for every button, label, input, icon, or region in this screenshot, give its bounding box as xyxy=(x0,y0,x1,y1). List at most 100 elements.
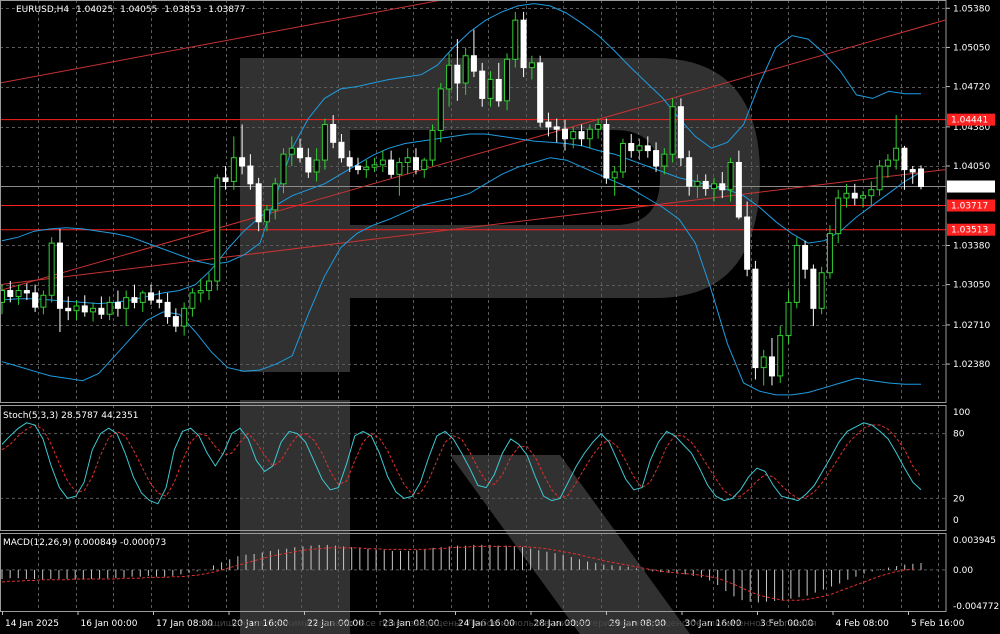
candle xyxy=(735,150,742,220)
candle xyxy=(694,174,701,199)
candle xyxy=(32,284,39,312)
candle xyxy=(802,240,809,279)
candle xyxy=(23,283,30,301)
candle-body xyxy=(644,145,651,152)
candle-body xyxy=(288,147,295,155)
level-price-label: 1.04441 xyxy=(951,116,988,126)
candle-body xyxy=(412,157,419,171)
level-price-label: 1.03717 xyxy=(951,202,988,212)
candle-body xyxy=(686,157,693,187)
candle-body xyxy=(32,292,39,308)
price-tick-label: 1.03380 xyxy=(953,241,990,251)
candle-body xyxy=(172,316,179,327)
candle-body xyxy=(909,169,916,173)
time-tick-label: 5 Feb 16:00 xyxy=(911,619,965,629)
macd-label: MACD(12,26,9) 0.000849 -0.000073 xyxy=(3,538,166,548)
candle xyxy=(214,174,221,291)
candle-body xyxy=(297,147,304,159)
candle-body xyxy=(561,128,568,140)
candle xyxy=(528,55,535,80)
candle-body xyxy=(114,301,121,309)
candle-body xyxy=(338,141,345,159)
candle-body xyxy=(661,153,668,167)
candle xyxy=(346,150,353,172)
stochastic-label: Stoch(5,3,3) 28.5787 44.2351 xyxy=(3,411,138,421)
stochastic-pane xyxy=(1,422,922,505)
stochastic-tick-label: 20 xyxy=(953,494,965,504)
price-tick-label: 1.05050 xyxy=(953,43,990,53)
candle xyxy=(355,157,362,175)
candle xyxy=(437,83,444,143)
candle-body xyxy=(876,165,883,191)
candle xyxy=(239,124,246,175)
candle xyxy=(330,115,337,149)
candle xyxy=(156,290,163,309)
candle xyxy=(272,177,279,220)
candle xyxy=(504,53,511,111)
candle xyxy=(421,157,428,178)
candle xyxy=(628,134,635,158)
candle xyxy=(901,145,908,190)
level-price-tag xyxy=(947,223,995,236)
candle xyxy=(669,98,676,163)
candle-body xyxy=(56,242,63,309)
candle xyxy=(388,150,395,178)
candle-body xyxy=(123,297,130,309)
bollinger-upper-band xyxy=(1,3,921,265)
candle-body xyxy=(735,161,742,218)
candle-body xyxy=(355,165,362,171)
candle xyxy=(446,53,453,107)
candle-body xyxy=(65,307,72,312)
time-tick-label: 23 Jan 08:00 xyxy=(383,619,440,629)
candle xyxy=(793,237,800,309)
candle-body xyxy=(512,19,519,60)
candle xyxy=(205,272,212,301)
candle-body xyxy=(421,159,428,171)
price-tick-label: 1.04380 xyxy=(953,123,990,133)
trendline xyxy=(0,169,946,286)
candle-body xyxy=(462,55,469,84)
candle xyxy=(785,290,792,344)
candle-body xyxy=(396,161,403,175)
time-tick-label: 16 Jan 00:00 xyxy=(81,619,138,629)
candle xyxy=(172,308,179,333)
candle-body xyxy=(404,157,411,163)
candle-body xyxy=(189,292,196,309)
candle-body xyxy=(139,292,146,303)
candle xyxy=(164,292,171,324)
candle xyxy=(139,290,146,312)
candle-body xyxy=(901,147,908,171)
candle-body xyxy=(537,62,544,123)
candle-body xyxy=(702,180,709,190)
candle xyxy=(752,260,759,380)
candle-body xyxy=(446,64,453,90)
candle xyxy=(255,177,262,232)
stochastic-tick-label: 0 xyxy=(953,516,959,526)
candle xyxy=(363,160,370,178)
candle-body xyxy=(578,131,585,140)
candle xyxy=(677,98,684,167)
candle-body xyxy=(280,153,287,185)
candle xyxy=(884,154,891,178)
candle-body xyxy=(181,307,188,327)
price-tick-label: 1.02710 xyxy=(953,321,990,331)
candle-body xyxy=(810,268,817,309)
candle xyxy=(313,148,320,182)
candle-body xyxy=(7,290,14,297)
candle-body xyxy=(330,124,337,143)
candle xyxy=(321,118,328,170)
price-tick-label: 1.04050 xyxy=(953,162,990,172)
candle-body xyxy=(628,142,635,152)
time-tick-label: 14 Jan 2025 xyxy=(5,619,59,629)
candle-body xyxy=(48,242,55,296)
candle xyxy=(843,183,850,208)
candle-body xyxy=(711,183,718,190)
watermark-r-leg xyxy=(450,455,690,634)
candle xyxy=(661,148,668,175)
candle xyxy=(851,183,858,206)
candle-body xyxy=(454,64,461,84)
macd-pane xyxy=(1,544,922,603)
chart-grid xyxy=(0,0,946,611)
candle-body xyxy=(860,195,867,199)
